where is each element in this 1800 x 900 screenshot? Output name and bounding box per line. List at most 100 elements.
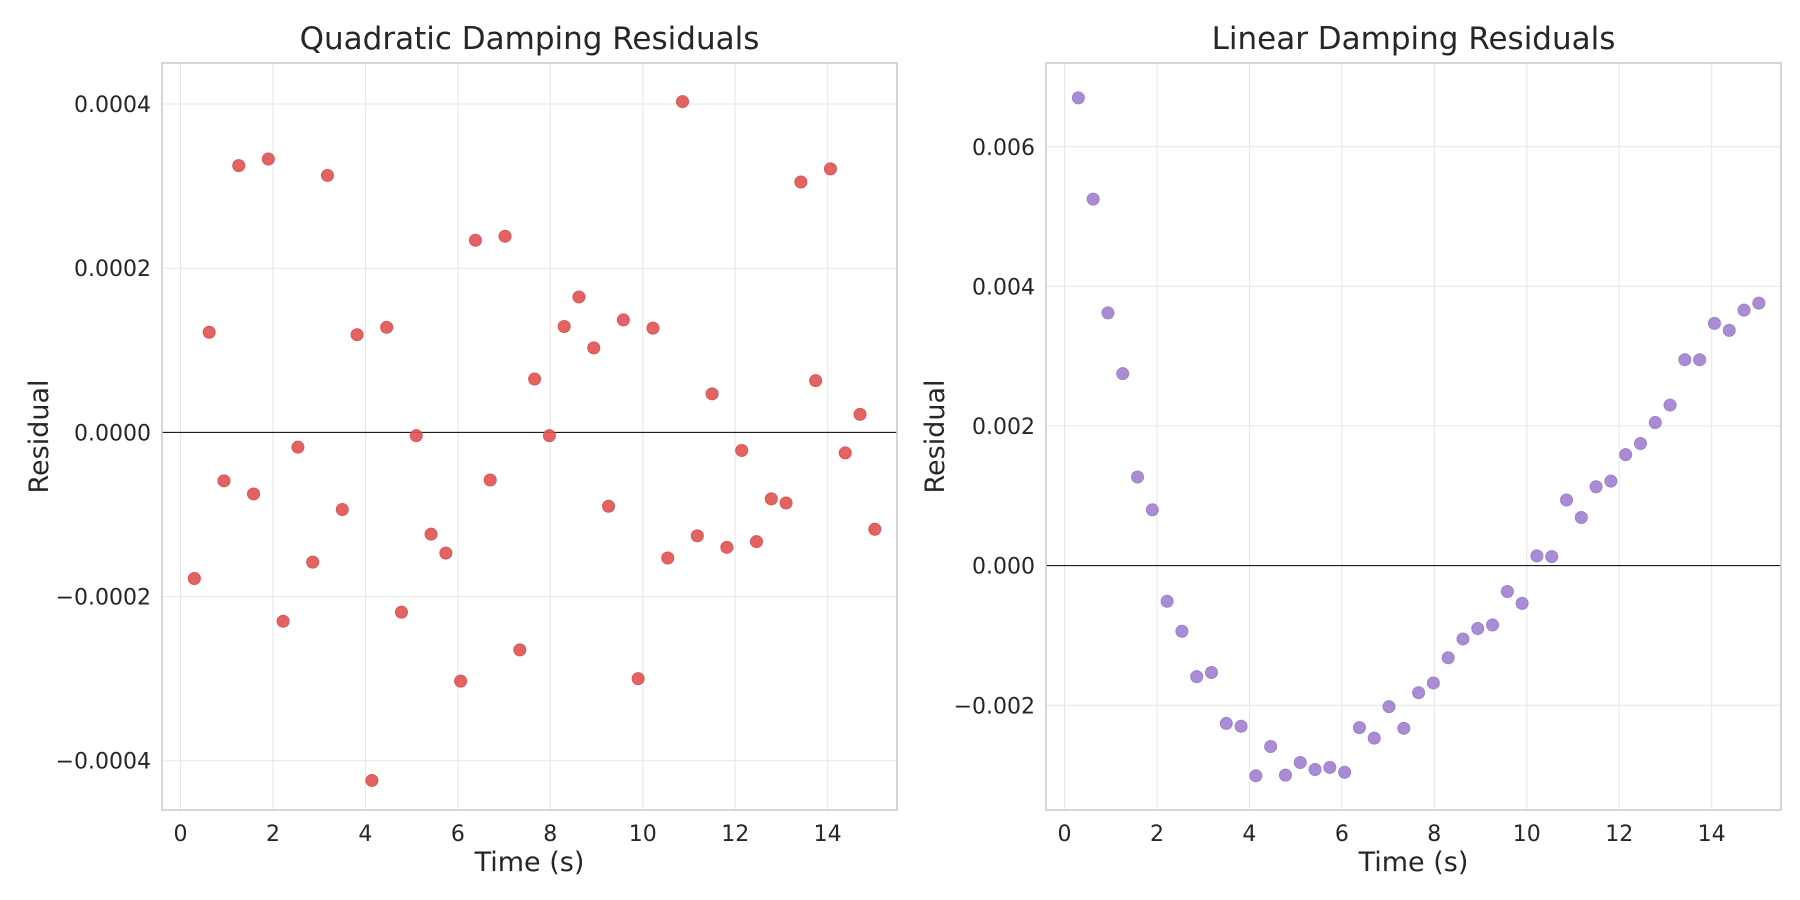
x-tick-label: 8	[543, 822, 557, 847]
data-point	[1397, 721, 1411, 735]
x-tick-label: 10	[629, 822, 657, 847]
data-point	[1160, 594, 1174, 608]
chart-title: Linear Damping Residuals	[1212, 21, 1616, 57]
x-tick-label: 4	[358, 822, 372, 847]
data-point	[1367, 731, 1381, 745]
data-point	[602, 499, 616, 513]
y-tick-label: −0.0004	[56, 750, 151, 775]
data-point	[646, 321, 660, 335]
data-point	[1219, 716, 1233, 730]
data-point	[187, 572, 201, 586]
data-point	[424, 527, 438, 541]
x-tick-label: 8	[1427, 822, 1441, 847]
data-point	[705, 387, 719, 401]
data-point	[1515, 596, 1529, 610]
data-point	[1648, 416, 1662, 430]
data-point	[394, 605, 408, 619]
y-tick-label: 0.006	[972, 136, 1035, 161]
y-tick-label: 0.0002	[74, 257, 151, 282]
data-point	[1456, 632, 1470, 646]
data-point	[291, 440, 305, 454]
y-tick-label: 0.002	[972, 415, 1035, 440]
x-tick-label: 0	[173, 822, 187, 847]
data-point	[1131, 470, 1145, 484]
data-point	[1722, 323, 1736, 337]
data-point	[557, 320, 571, 334]
data-point	[276, 614, 290, 628]
data-point	[1116, 367, 1130, 381]
plot-frame	[161, 62, 898, 811]
y-tick-label: −0.0002	[56, 586, 151, 611]
y-tick-label: 0.0000	[74, 421, 151, 446]
data-point	[1412, 686, 1426, 700]
data-point	[528, 372, 542, 386]
x-tick-label: 10	[1513, 822, 1541, 847]
data-point	[1663, 398, 1677, 412]
data-point	[1101, 306, 1115, 320]
data-point	[1190, 670, 1204, 684]
x-axis-label: Time (s)	[1358, 847, 1469, 878]
data-point	[720, 540, 734, 554]
data-point	[350, 328, 364, 342]
data-point	[1545, 550, 1559, 564]
data-point	[735, 443, 749, 457]
data-point	[690, 529, 704, 543]
data-point	[335, 503, 349, 517]
x-axis-label: Time (s)	[474, 847, 585, 878]
data-point	[1693, 353, 1707, 367]
data-point	[1071, 91, 1085, 105]
data-point	[868, 522, 882, 536]
data-point	[631, 672, 645, 686]
data-point	[1264, 739, 1278, 753]
data-point	[1589, 480, 1603, 494]
data-point	[1204, 665, 1218, 679]
data-point	[823, 162, 837, 176]
data-point	[1426, 676, 1440, 690]
y-axis-label: Residual	[24, 379, 55, 493]
data-point	[513, 643, 527, 657]
data-point	[1678, 353, 1692, 367]
data-point	[1323, 760, 1337, 774]
data-point	[1086, 192, 1100, 206]
data-point	[232, 159, 246, 173]
data-point	[1530, 549, 1544, 563]
data-point	[409, 429, 423, 443]
data-point	[380, 320, 394, 334]
x-tick-label: 2	[266, 822, 280, 847]
data-point	[1633, 436, 1647, 450]
data-point	[587, 341, 601, 355]
x-tick-label: 0	[1057, 822, 1071, 847]
data-point	[1560, 493, 1574, 507]
data-point	[217, 474, 231, 488]
plot-frame	[1045, 62, 1782, 811]
data-point	[542, 429, 556, 443]
data-point	[1737, 303, 1751, 317]
x-tick-label: 4	[1242, 822, 1256, 847]
y-tick-label: 0.004	[972, 275, 1035, 300]
data-point	[1338, 765, 1352, 779]
y-tick-label: 0.0004	[74, 93, 151, 118]
x-tick-label: 6	[451, 822, 465, 847]
data-point	[320, 168, 334, 182]
data-point	[1293, 756, 1307, 770]
data-point	[1500, 584, 1514, 598]
data-point	[1707, 316, 1721, 330]
data-point	[764, 492, 778, 506]
data-point	[1471, 621, 1485, 635]
data-point	[853, 407, 867, 421]
data-point	[365, 773, 379, 787]
data-point	[661, 551, 675, 565]
chart-panel-2: 0 2 4 6 8 10 12 14 −0.002 0.000 0.002 0.004 0.006 Lin…	[920, 21, 1782, 878]
data-point	[616, 313, 630, 327]
data-point	[1574, 510, 1588, 524]
chart-title: Quadratic Damping Residuals	[300, 21, 760, 57]
data-point	[779, 496, 793, 510]
data-point	[1752, 296, 1766, 310]
data-point	[749, 535, 763, 549]
data-point	[1441, 651, 1455, 665]
y-tick-label: 0.000	[972, 555, 1035, 580]
data-point	[1486, 618, 1500, 632]
data-point	[483, 473, 497, 487]
data-point	[572, 290, 586, 304]
